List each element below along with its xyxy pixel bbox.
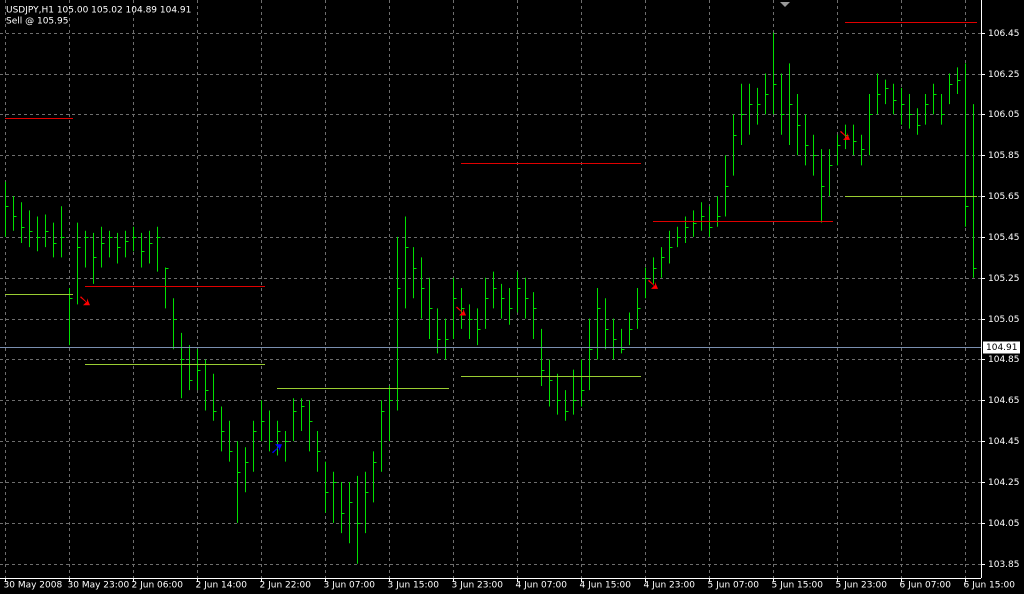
- chart-title: USDJPY,H1 105.00 105.02 104.89 104.91: [6, 6, 191, 16]
- y-tick-label: 105.05: [988, 315, 1020, 325]
- y-tick-label: 106.05: [988, 110, 1020, 120]
- current-price-tag: [983, 341, 1020, 354]
- x-tick-label: 5 Jun 07:00: [708, 581, 760, 591]
- x-tick-label: 30 May 23:00: [68, 581, 130, 591]
- y-tick-label: 106.45: [988, 29, 1020, 39]
- x-tick-label: 3 Jun 07:00: [324, 581, 376, 591]
- y-tick-label: 104.45: [988, 437, 1020, 447]
- trade-arrow: [272, 444, 282, 454]
- y-tick-label: 104.85: [988, 355, 1020, 365]
- y-tick-label: 105.85: [988, 151, 1020, 161]
- trade-arrow: [648, 279, 658, 289]
- chart-subtitle: Sell @ 105.95: [6, 17, 68, 27]
- trade-arrow: [456, 306, 466, 316]
- y-tick-label: 105.45: [988, 233, 1020, 243]
- trade-arrow: [840, 130, 850, 140]
- y-tick-label: 104.25: [988, 478, 1020, 488]
- y-tick-label: 104.05: [988, 519, 1020, 529]
- x-tick-label: 5 Jun 23:00: [836, 581, 888, 591]
- x-tick-label: 4 Jun 07:00: [516, 581, 568, 591]
- x-tick-label: 2 Jun 06:00: [132, 581, 184, 591]
- y-tick-label: 106.25: [988, 70, 1020, 80]
- y-tick-label: 104.65: [988, 396, 1020, 406]
- y-tick-label: 103.85: [988, 560, 1020, 570]
- x-tick-label: 3 Jun 15:00: [388, 581, 440, 591]
- x-tick-label: 2 Jun 22:00: [260, 581, 312, 591]
- x-tick-label: 6 Jun 15:00: [964, 581, 1016, 591]
- x-tick-label: 4 Jun 15:00: [580, 581, 632, 591]
- x-tick-label: 2 Jun 14:00: [196, 581, 248, 591]
- shift-marker: [780, 2, 790, 7]
- current-price-label: 104.91: [986, 343, 1018, 353]
- x-tick-label: 4 Jun 23:00: [644, 581, 696, 591]
- x-tick-label: 6 Jun 07:00: [900, 581, 952, 591]
- y-tick-label: 105.65: [988, 192, 1020, 202]
- plot: [0, 22, 981, 564]
- x-tick-label: 30 May 2008: [4, 581, 63, 591]
- x-tick-label: 5 Jun 15:00: [772, 581, 824, 591]
- x-tick-label: 3 Jun 23:00: [452, 581, 504, 591]
- trade-arrow: [80, 296, 90, 306]
- y-tick-label: 105.25: [988, 274, 1020, 284]
